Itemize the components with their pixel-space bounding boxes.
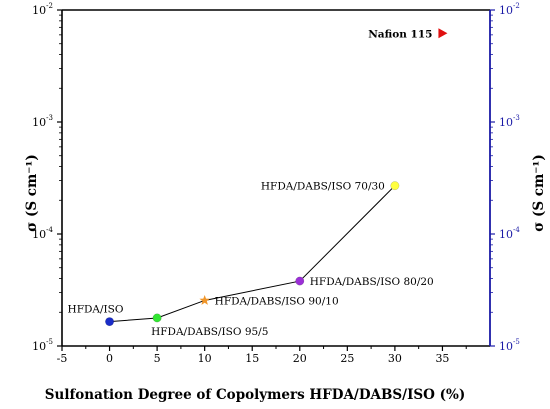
x-tick-label: 30 bbox=[388, 352, 402, 365]
x-tick-label: 10 bbox=[198, 352, 212, 365]
y-left-tick-label: 10-2 bbox=[32, 2, 53, 17]
data-point-marker bbox=[438, 28, 448, 39]
point-labels: HFDA/ISO HFDA/DABS/ISO 95/5 HFDA/DABS/ISO … bbox=[68, 28, 434, 338]
y-right-tick-label: 10-2 bbox=[499, 2, 520, 17]
x-tick-label: -5 bbox=[57, 352, 68, 365]
data-point-label: HFDA/ISO bbox=[68, 304, 124, 316]
y-right-tick-label: 10-5 bbox=[499, 338, 520, 353]
x-axis-label: Sulfonation Degree of Copolymers HFDA/DA… bbox=[45, 387, 466, 403]
y-right-tick-label: 10-4 bbox=[499, 226, 520, 241]
data-point-marker bbox=[390, 181, 400, 191]
y-left-tick-label: 10-5 bbox=[32, 338, 53, 353]
data-point-marker bbox=[105, 317, 115, 327]
data-point-label: HFDA/DABS/ISO 90/10 bbox=[215, 295, 339, 307]
data-point-label: HFDA/DABS/ISO 80/20 bbox=[310, 276, 434, 288]
data-point-label: HFDA/DABS/ISO 95/5 bbox=[151, 326, 268, 338]
data-point-marker bbox=[199, 294, 210, 305]
data-point-label: HFDA/DABS/ISO 70/30 bbox=[261, 181, 385, 193]
y-axis-left-label: σ (S cm⁻¹) bbox=[24, 154, 40, 231]
x-tick-label: 20 bbox=[293, 352, 307, 365]
y-right-tick-label: 10-3 bbox=[499, 114, 520, 129]
data-points bbox=[105, 28, 448, 327]
x-tick-label: 0 bbox=[106, 352, 113, 365]
x-axis-ticks: -5 0 5 10 15 20 25 30 35 bbox=[57, 346, 467, 365]
y-axis-right-ticks: 10-5 10-4 10-3 10-2 bbox=[490, 2, 520, 353]
x-tick-label: 25 bbox=[340, 352, 354, 365]
x-tick-label: 35 bbox=[435, 352, 449, 365]
axis-titles: Sulfonation Degree of Copolymers HFDA/DA… bbox=[24, 154, 547, 403]
data-point-label: Nafion 115 bbox=[368, 28, 432, 40]
y-axis-right-label: σ (S cm⁻¹) bbox=[531, 154, 547, 231]
data-point-marker bbox=[152, 313, 162, 323]
x-tick-label: 15 bbox=[245, 352, 259, 365]
y-left-tick-label: 10-3 bbox=[32, 114, 53, 129]
x-tick-label: 5 bbox=[154, 352, 161, 365]
data-point-marker bbox=[295, 276, 305, 286]
